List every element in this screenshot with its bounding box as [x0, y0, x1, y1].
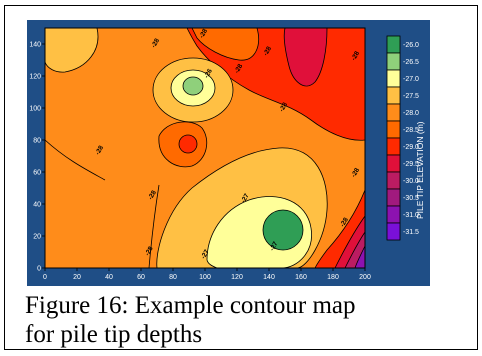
contour-region-top-middle — [191, 28, 259, 61]
contour-label: -28 — [262, 45, 273, 57]
y-tick-label: 120 — [29, 74, 41, 81]
y-axis-ticks: 0 20 40 60 80 100 120 140 — [29, 42, 45, 273]
colorbar-level-label: -28.0 — [403, 110, 419, 117]
contour-region-top-right-magenta — [283, 28, 328, 87]
contour-label: -28 — [94, 144, 105, 156]
colorbar-swatch — [386, 188, 401, 207]
colorbar-level-label: -30.5 — [403, 195, 419, 202]
contour-label: -27 — [269, 240, 280, 252]
contour-label: -28 — [150, 37, 161, 49]
contour-region-middle-red-core — [178, 134, 198, 154]
colorbar-level-label: -27.5 — [403, 93, 419, 100]
x-tick-label: 20 — [73, 274, 81, 281]
contour-label: -27 — [200, 248, 211, 260]
colorbar-swatch — [386, 154, 401, 173]
colorbar-label: PILE TIP ELEVATION (m) — [415, 121, 425, 219]
x-axis-ticks: 0 20 40 60 80 100 120 140 160 180 200 — [43, 268, 371, 281]
contour-label: -28 — [198, 28, 209, 40]
colorbar-level-label: -26.0 — [403, 42, 419, 49]
x-tick-label: 0 — [43, 274, 47, 281]
colorbar-level-label: -31.5 — [403, 229, 419, 236]
colorbar-swatch — [386, 69, 401, 88]
contour-label: -28 — [144, 245, 155, 257]
colorbar-level-label: -29.0 — [403, 144, 419, 151]
x-tick-label: 100 — [199, 274, 211, 281]
y-tick-label: 20 — [33, 234, 41, 241]
contour-label: -27 — [240, 192, 251, 204]
x-tick-label: 80 — [169, 274, 177, 281]
caption-line-1: Figure 16: Example contour map — [25, 292, 356, 319]
y-tick-label: 60 — [33, 170, 41, 177]
colorbar-swatch — [386, 171, 401, 190]
colorbar-level-label: -26.5 — [403, 59, 419, 66]
contour-label: -28 — [339, 216, 350, 228]
contour-label: -28 — [234, 63, 245, 75]
colorbar-level-label: -28.5 — [403, 127, 419, 134]
contour-region-lower-peak — [262, 209, 304, 251]
x-tick-label: 60 — [137, 274, 145, 281]
contour-region-top-left — [45, 28, 99, 73]
colorbar-swatch — [386, 35, 401, 54]
colorbar-swatch — [386, 103, 401, 122]
x-tick-label: 200 — [359, 274, 371, 281]
contour-label: -28 — [350, 50, 361, 62]
y-tick-label: 100 — [29, 106, 41, 113]
colorbar-level-label: -31.0 — [403, 212, 419, 219]
colorbar-swatch — [386, 86, 401, 105]
contour-label-group: -28 -28 -28 -28 -28 -28 -28 -28 -28 -27 -27 -27 -28 -… — [94, 28, 361, 261]
contour-label: -28 — [350, 167, 361, 179]
contour-line-left — [45, 139, 106, 181]
contour-label: -26 — [203, 68, 214, 80]
x-tick-label: 180 — [327, 274, 339, 281]
colorbar-swatch — [386, 205, 401, 224]
figure-frame: -28 -28 -28 -28 -28 -28 -28 -28 -28 -27 -27 -27 -28 -… — [4, 5, 478, 350]
colorbar-level-label: -30.0 — [403, 178, 419, 185]
contour-label: -28 — [278, 101, 289, 113]
contour-region-lower-right-4 — [354, 245, 365, 268]
y-tick-label: 40 — [33, 202, 41, 209]
contour-label: -28 — [147, 189, 158, 201]
x-tick-label: 40 — [105, 274, 113, 281]
contour-region-upper-peak — [182, 76, 204, 96]
colorbar: -26.0 -26.5 -27.0 -27.5 -28.0 -28.5 -29.0 -29.5… — [386, 35, 419, 241]
colorbar-level-label: -29.5 — [403, 161, 419, 168]
y-tick-label: 140 — [29, 42, 41, 49]
x-tick-label: 120 — [231, 274, 243, 281]
contour-figure: -28 -28 -28 -28 -28 -28 -28 -28 -28 -27 -27 -27 -28 -… — [27, 20, 430, 286]
colorbar-swatch — [386, 52, 401, 71]
colorbar-swatch — [386, 222, 401, 241]
y-tick-label: 0 — [37, 266, 41, 273]
colorbar-level-label: -27.0 — [403, 76, 419, 83]
x-tick-label: 160 — [295, 274, 307, 281]
caption-line-2: for pile tip depths — [25, 321, 203, 348]
contour-line-lower-left — [148, 184, 160, 268]
colorbar-swatch — [386, 120, 401, 139]
y-tick-label: 80 — [33, 138, 41, 145]
x-tick-label: 140 — [263, 274, 275, 281]
contour-plot: -28 -28 -28 -28 -28 -28 -28 -28 -28 -27 -27 -27 -28 -… — [29, 27, 425, 281]
colorbar-swatch — [386, 137, 401, 156]
figure-caption: Figure 16: Example contour map for pile … — [25, 291, 465, 349]
